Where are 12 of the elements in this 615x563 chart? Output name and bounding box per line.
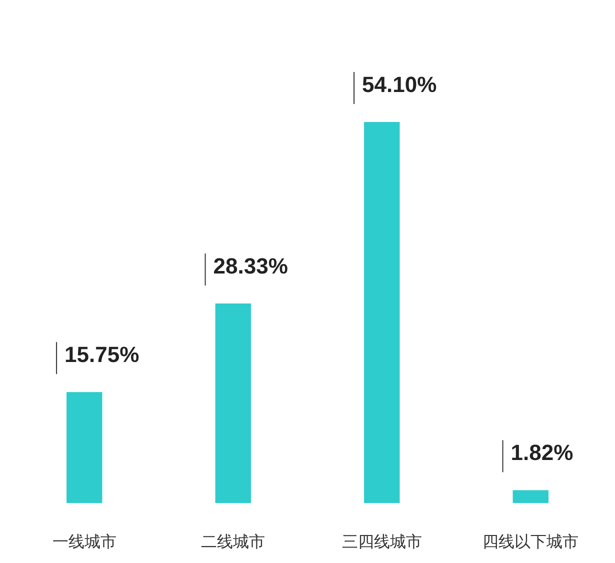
data-label: 28.33% (213, 253, 288, 278)
x-tick-label: 一线城市 (52, 532, 116, 551)
x-tick-label: 三四线城市 (342, 532, 422, 551)
data-label: 54.10% (362, 72, 437, 97)
x-tick-label: 四线以下城市 (482, 532, 579, 551)
x-tick-label: 二线城市 (201, 532, 266, 551)
bar (364, 122, 400, 503)
data-label: 15.75% (64, 342, 140, 368)
bar (215, 303, 251, 503)
bar (512, 490, 548, 503)
bar (66, 392, 102, 503)
data-label: 1.82% (510, 440, 574, 466)
